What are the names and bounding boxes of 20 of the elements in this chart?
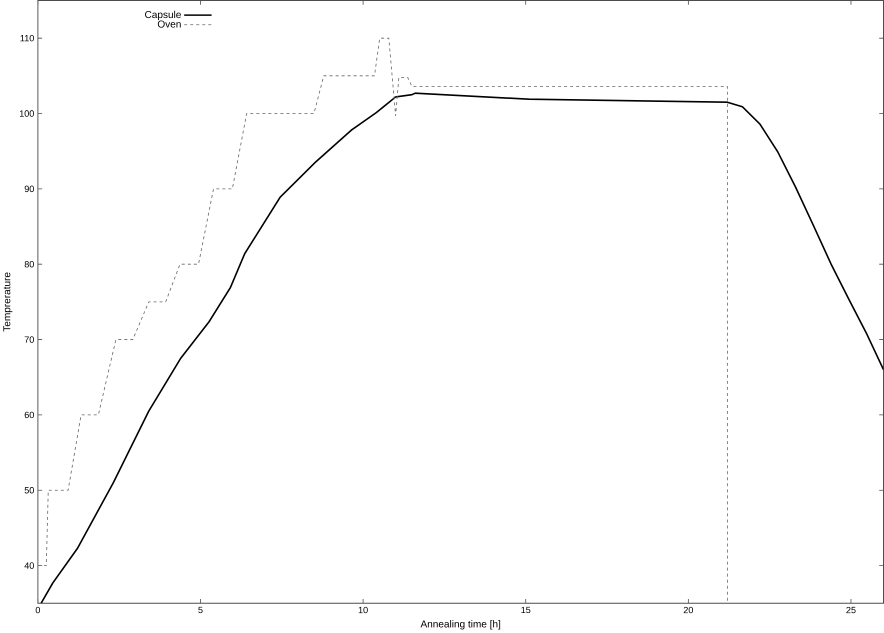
line-series bbox=[38, 38, 728, 604]
x-tick-label: 5 bbox=[198, 606, 203, 614]
x-tick-label: 10 bbox=[358, 606, 368, 614]
y-tick-label: 100 bbox=[20, 110, 34, 117]
y-tick-label: 110 bbox=[20, 35, 34, 42]
legend-label: Oven bbox=[158, 20, 181, 28]
y-tick-label: 60 bbox=[24, 412, 34, 418]
x-axis-title: Annealing time [h] bbox=[420, 620, 500, 630]
y-tick-label: 40 bbox=[24, 562, 34, 569]
y-axis-title: Temprerature bbox=[3, 272, 12, 332]
y-tick-label: 70 bbox=[24, 336, 34, 343]
y-tick-label: 80 bbox=[24, 261, 34, 268]
x-tick-label: 15 bbox=[521, 606, 530, 614]
x-tick-label: 0 bbox=[36, 606, 40, 614]
y-tick-label: 90 bbox=[24, 186, 34, 192]
legend-label: Capsule bbox=[145, 10, 181, 20]
line-series bbox=[40, 92, 884, 604]
x-tick-label: 20 bbox=[684, 606, 694, 614]
y-tick-label: 50 bbox=[24, 487, 34, 494]
x-tick-label: 25 bbox=[846, 606, 856, 614]
